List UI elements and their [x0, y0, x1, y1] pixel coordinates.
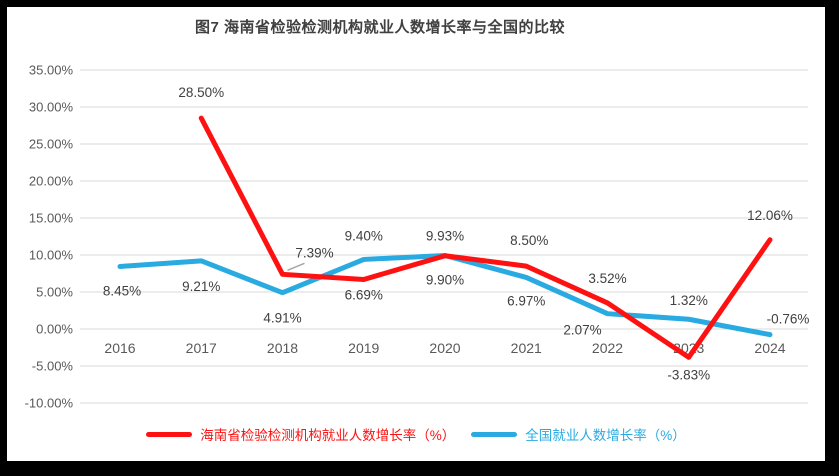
data-point-label: 6.69%: [345, 287, 383, 302]
y-axis-tick-label: 5.00%: [36, 285, 73, 300]
y-axis-tick-label: 35.00%: [29, 63, 74, 78]
data-point-label: 4.91%: [263, 311, 301, 326]
data-point-label: 6.97%: [507, 293, 545, 308]
x-axis-tick-label: 2018: [267, 340, 298, 356]
x-axis-tick-label: 2016: [104, 340, 135, 356]
data-point-label: 8.50%: [510, 233, 548, 248]
data-point-label: -0.76%: [767, 312, 810, 327]
y-axis-tick-label: -5.00%: [32, 359, 74, 374]
legend-item-hainan: 海南省检验检测机构就业人数增长率（%）: [146, 424, 455, 444]
data-point-label: 9.93%: [426, 229, 464, 244]
data-point-label: 1.32%: [670, 293, 708, 308]
data-point-label: 28.50%: [178, 85, 224, 100]
data-point-label: 7.39%: [295, 245, 333, 260]
data-point-label: 9.21%: [182, 279, 220, 294]
chart-panel: 图7 海南省检验检测机构就业人数增长率与全国的比较 35.00% 30.00% 25…: [7, 7, 825, 461]
y-axis-tick-label: 0.00%: [36, 322, 73, 337]
data-point-label: -3.83%: [667, 367, 710, 382]
legend-item-national: 全国就业人数增长率（%）: [471, 424, 686, 444]
line-chart-plot: 35.00% 30.00% 25.00% 20.00% 15.00% 10.00% 5.00…: [25, 63, 810, 411]
data-point-label: 2.07%: [563, 323, 601, 338]
chart-legend: 海南省检验检测机构就业人数增长率（%） 全国就业人数增长率（%）: [7, 421, 825, 447]
data-label-leader-line: [287, 262, 305, 272]
data-point-label: 3.52%: [588, 271, 626, 286]
legend-swatch-red-line-icon: [146, 431, 193, 437]
y-axis-tick-label: 10.00%: [29, 248, 74, 263]
data-point-label: 12.06%: [747, 208, 793, 223]
data-point-label: 8.45%: [103, 283, 141, 298]
y-axis-tick-label: -10.00%: [25, 396, 74, 411]
chart-title: 图7 海南省检验检测机构就业人数增长率与全国的比较: [194, 19, 565, 36]
legend-swatch-blue-line-icon: [471, 431, 518, 437]
data-point-label: 9.40%: [345, 228, 383, 243]
x-axis-tick-label: 2021: [511, 340, 542, 356]
x-axis-tick-label: 2024: [754, 340, 785, 356]
legend-label-national: 全国就业人数增长率（%）: [525, 428, 686, 443]
x-axis-tick-label: 2022: [592, 340, 623, 356]
y-axis-tick-label: 15.00%: [29, 211, 74, 226]
x-axis-tick-label: 2017: [186, 340, 217, 356]
x-axis-tick-label: 2020: [429, 340, 460, 356]
x-axis-tick-label: 2019: [348, 340, 379, 356]
y-axis-tick-label: 20.00%: [29, 174, 74, 189]
y-axis-tick-label: 30.00%: [29, 100, 74, 115]
series-line-hainan: [198, 115, 773, 360]
legend-label-hainan: 海南省检验检测机构就业人数增长率（%）: [200, 428, 456, 443]
y-axis-tick-label: 25.00%: [29, 137, 74, 152]
data-point-label: 9.90%: [426, 273, 464, 288]
